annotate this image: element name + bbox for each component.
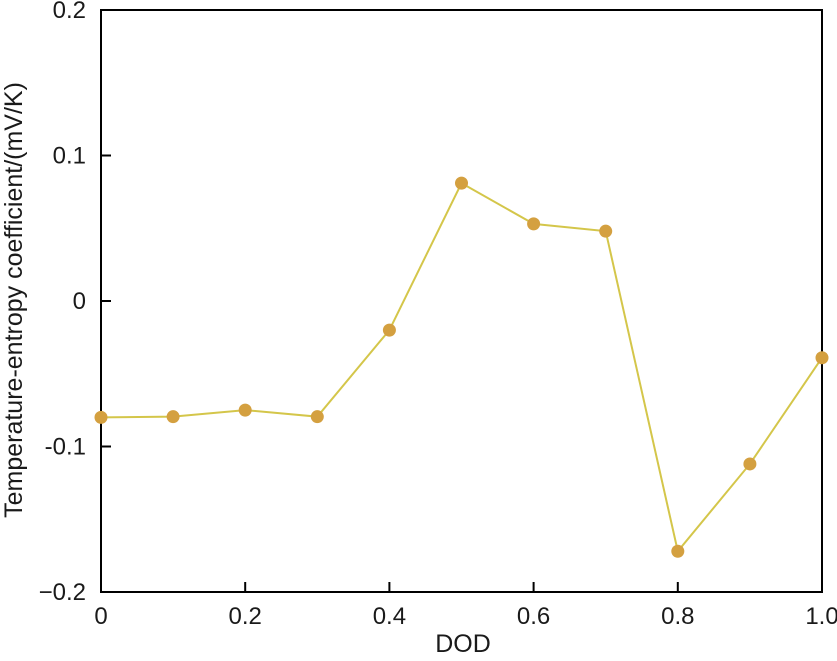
x-tick-label: 0.8 [661, 603, 694, 630]
x-tick-label: 0.4 [373, 603, 406, 630]
x-tick-label: 0.6 [517, 603, 550, 630]
y-tick-label: 0 [73, 288, 86, 315]
y-tick-label: −0.2 [39, 579, 86, 606]
data-point [94, 410, 108, 424]
data-point [166, 410, 180, 424]
x-tick-label: 0 [94, 603, 107, 630]
y-tick-label: -0.1 [45, 434, 86, 461]
x-tick-label: 0.2 [229, 603, 262, 630]
data-point [382, 323, 396, 337]
plot-frame [100, 9, 823, 593]
data-point [599, 224, 613, 238]
data-point [238, 403, 252, 417]
y-tick-label: 0.2 [53, 0, 86, 24]
data-point [743, 457, 757, 471]
plot-area [94, 9, 829, 593]
series-line [100, 181, 823, 554]
tick-labels: 0 0.2 0.4 0.6 0.8 1.0 −0.2 -0.1 0 0.1 0.2 [39, 0, 837, 630]
y-tick-label: 0.1 [53, 143, 86, 170]
data-point [815, 351, 829, 365]
data-point [527, 217, 541, 231]
y-axis-label: Temperature-entropy coefficient/(mV/K) [0, 82, 28, 518]
x-tick-label: 1.0 [805, 603, 837, 630]
data-point [671, 544, 685, 558]
data-point [310, 410, 324, 424]
data-point [455, 176, 468, 190]
x-axis-label: DOD [435, 630, 491, 658]
axis-ticks [100, 9, 823, 593]
